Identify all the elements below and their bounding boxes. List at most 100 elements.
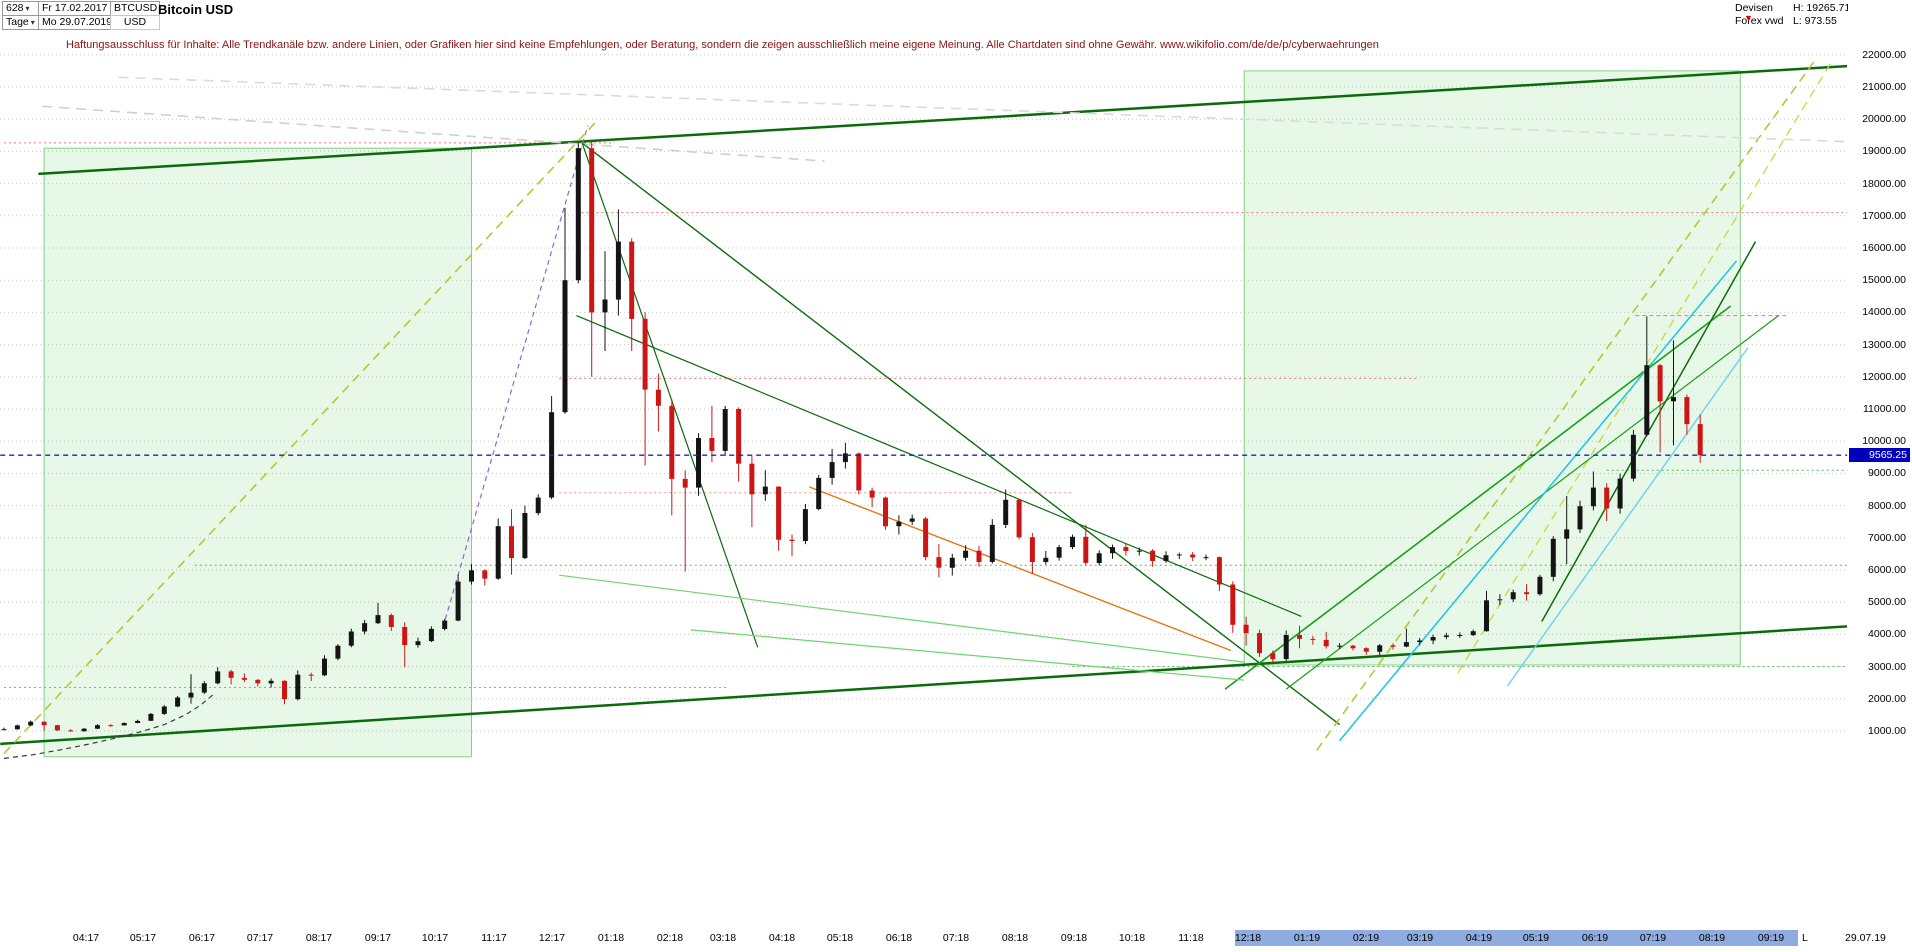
date-tick-label: 12:17 (538, 932, 566, 944)
candle-body (255, 679, 261, 684)
cyan-trend-2 (1506, 347, 1749, 687)
date-tick-label: 07:17 (246, 932, 274, 944)
candle-body (175, 697, 181, 707)
candle-body (1270, 653, 1276, 660)
candle-body (1230, 584, 1236, 625)
candle-body (1350, 645, 1356, 649)
date-tick-label: 05:17 (129, 932, 157, 944)
candle-body (455, 581, 461, 621)
candle-body (1470, 631, 1476, 636)
candle-body (348, 631, 354, 646)
candle-body (575, 148, 581, 281)
candle-body (1697, 424, 1703, 456)
candle-body (362, 623, 368, 632)
price-tick-label: 12000.00 (1862, 371, 1906, 383)
price-tick-label: 14000.00 (1862, 306, 1906, 318)
price-chart-svg[interactable] (0, 0, 1848, 929)
price-tick-label: 6000.00 (1868, 564, 1906, 576)
date-tick-label: 09:18 (1060, 932, 1088, 944)
date-tick-label: 05:19 (1522, 932, 1550, 944)
candle-body (228, 671, 234, 678)
candle-body (896, 521, 902, 527)
date-tick-label: 02:19 (1352, 932, 1380, 944)
candle-body (215, 671, 221, 684)
candle-body (1016, 499, 1022, 538)
candle-body (1310, 638, 1316, 640)
price-tick-label: 8000.00 (1868, 500, 1906, 512)
orange-downtrend (808, 486, 1232, 652)
candle-body (241, 677, 247, 680)
candle-body (1123, 547, 1129, 551)
candle-body (1043, 557, 1049, 562)
price-axis[interactable]: 1000.00 2000.00 3000.00 4000.00 5000.00 6000.… (1848, 0, 1912, 929)
candle-body (1644, 365, 1650, 435)
date-tick-label: 04:17 (72, 932, 100, 944)
candle-body (1430, 637, 1436, 641)
candle-body (442, 620, 448, 629)
candle-body (1390, 645, 1396, 647)
candle-body (1617, 478, 1623, 509)
candle-body (869, 490, 875, 498)
date-tick-label: 02:18 (656, 932, 684, 944)
period-low-label: L: 973.55 (1793, 15, 1837, 27)
end-date-value: Mo 29.07.2019 (42, 16, 113, 28)
candle-body (802, 509, 808, 541)
date-tick-label: 03:19 (1406, 932, 1434, 944)
candle-body (188, 692, 194, 698)
price-tick-label: 20000.00 (1862, 113, 1906, 125)
candle-body (509, 526, 514, 559)
instrument-title: Bitcoin USD (158, 2, 234, 17)
candle-body (1590, 487, 1596, 507)
candle-body (789, 539, 795, 541)
candle-body (829, 462, 835, 478)
candle-body (589, 148, 595, 313)
resistance-2018 (576, 315, 1302, 617)
candle-body (1604, 487, 1610, 509)
price-tick-label: 1000.00 (1868, 725, 1906, 737)
candle-body (1216, 557, 1222, 585)
date-tick-label: 04:19 (1465, 932, 1493, 944)
provider-name: Devisen (1735, 2, 1773, 14)
candle-body (295, 674, 301, 700)
symbol-field[interactable]: BTCUSD (110, 1, 160, 16)
candle-body (1577, 506, 1583, 530)
candle-body (402, 627, 408, 645)
date-tick-label: 11:18 (1178, 932, 1204, 944)
end-date-field[interactable]: Mo 29.07.2019 (38, 15, 112, 30)
candle-body (1524, 592, 1530, 595)
downtrend-2018 (581, 142, 1341, 726)
start-date-field[interactable]: Fr 17.02.2017 (38, 1, 112, 16)
time-axis[interactable]: 04:17 05:17 06:17 07:17 08:17 09:17 10:17 11:17… (0, 929, 1848, 952)
candle-body (736, 409, 742, 464)
candle-body (1671, 397, 1676, 402)
candle-body (1510, 592, 1516, 600)
candle-body (121, 723, 127, 726)
lightgreen-desc-2 (690, 629, 1245, 681)
candle-body (602, 299, 608, 313)
candle-body (1537, 576, 1543, 595)
currency-label: USD (110, 15, 160, 30)
candle-body (54, 725, 60, 731)
candle-body (1323, 639, 1329, 647)
candle-body (1363, 648, 1369, 652)
price-tick-label: 17000.00 (1862, 210, 1906, 222)
highlighted-period-strip (1235, 930, 1798, 946)
date-tick-label: 12:18 (1234, 932, 1262, 944)
price-tick-label: 3000.00 (1868, 661, 1906, 673)
price-chart-area[interactable] (0, 0, 1848, 929)
candle-body (669, 405, 675, 479)
candle-body (989, 524, 995, 562)
candle-body (1630, 434, 1636, 479)
candle-body (709, 438, 715, 451)
candle-body (1564, 529, 1570, 539)
candle-body (909, 518, 915, 522)
candle-body (1096, 553, 1102, 563)
candle-body (1, 729, 7, 731)
candle-body (1203, 557, 1209, 559)
candle-body (81, 728, 87, 732)
date-tick-label: 09:19 (1757, 932, 1785, 944)
date-tick-label: 06:19 (1581, 932, 1609, 944)
low-date-marker: L (1802, 932, 1808, 944)
candle-body (201, 683, 207, 693)
